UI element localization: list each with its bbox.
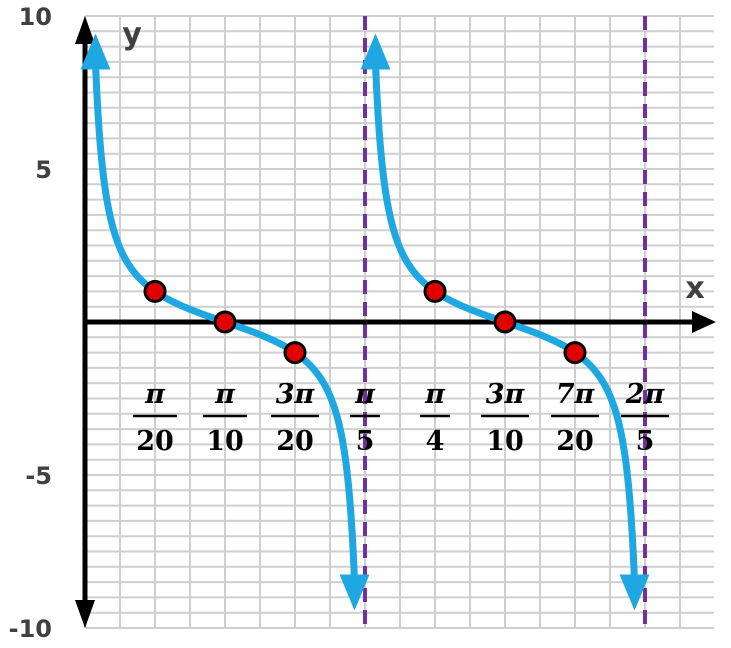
curve-arrow-up <box>360 33 391 70</box>
x-tick-denominator: 10 <box>206 426 244 457</box>
data-point <box>493 310 517 334</box>
x-tick-denominator: 10 <box>486 426 524 457</box>
y-tick-label: 10 <box>19 3 52 31</box>
axes <box>75 16 716 628</box>
x-tick-label: π4 <box>420 379 450 457</box>
x-tick-label: 2π 5 <box>621 379 669 457</box>
x-axis-label: x <box>685 271 704 306</box>
x-tick-numerator: 2π <box>625 379 666 410</box>
x-tick-denominator: 4 <box>426 426 445 457</box>
x-tick-denominator: 20 <box>556 426 594 457</box>
x-tick-label: 7π 20 <box>551 379 599 457</box>
x-tick-numerator: π <box>424 379 446 410</box>
x-axis-arrow <box>692 311 716 333</box>
asymptotes <box>363 16 647 628</box>
data-point <box>423 279 447 303</box>
points <box>143 279 587 365</box>
x-tick-numerator: π <box>354 379 376 410</box>
data-point <box>143 279 167 303</box>
data-point <box>213 310 237 334</box>
y-tick-label: -5 <box>25 462 52 490</box>
x-tick-numerator: π <box>214 379 236 410</box>
x-tick-numerator: 3π <box>486 379 526 410</box>
x-tick-label: π 20 <box>133 379 177 457</box>
x-tick-label: 3π 20 <box>271 379 319 457</box>
x-tick-denominator: 20 <box>276 426 314 457</box>
x-tick-numerator: π <box>144 379 166 410</box>
x-tick-denominator: 5 <box>356 426 375 457</box>
x-tick-denominator: 20 <box>136 426 174 457</box>
y-axis-label: y <box>122 17 142 52</box>
y-axis-arrow-down <box>75 600 95 628</box>
y-tick-label: 5 <box>35 156 52 184</box>
x-tick-label: π 10 <box>203 379 247 457</box>
x-tick-numerator: 3π <box>276 379 316 410</box>
y-tick-label: -10 <box>9 615 52 643</box>
x-tick-label: 3π 10 <box>481 379 529 457</box>
curve-arrow-down <box>619 574 650 611</box>
x-tick-numerator: 7π <box>556 379 596 410</box>
data-point <box>283 341 307 365</box>
curve-arrow-down <box>339 574 370 611</box>
curve-arrow-up <box>80 33 111 70</box>
x-tick-label: π5 <box>350 379 380 457</box>
data-point <box>563 341 587 365</box>
y-axis-arrow-up <box>75 16 95 44</box>
x-tick-denominator: 5 <box>636 426 655 457</box>
